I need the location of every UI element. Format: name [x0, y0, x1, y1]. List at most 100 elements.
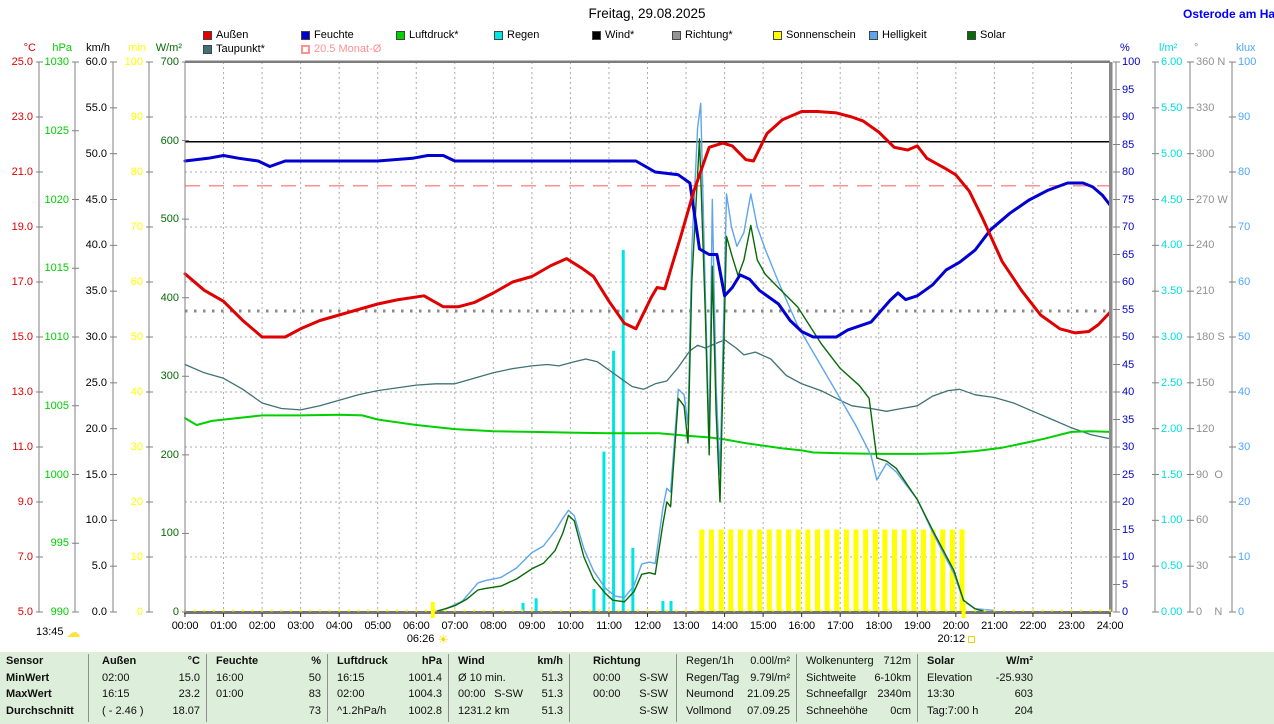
legend-swatch: [203, 30, 212, 40]
legend-item-regen[interactable]: Regen: [494, 29, 539, 41]
axis-tick-label: 20: [1238, 496, 1251, 508]
axis-tick-label: 55: [1122, 303, 1135, 316]
sunshine-zero-dot: [1041, 609, 1044, 612]
x-axis-label: 01:00: [210, 620, 237, 632]
axis-tick-label: 20: [130, 496, 143, 508]
sunshine-bar: [805, 529, 811, 612]
sunshine-zero-dot: [993, 609, 996, 612]
axis-tick-label: 100: [1238, 56, 1257, 68]
sunshine-zero-dot: [588, 609, 591, 612]
axis-tick-label: 6.00: [1161, 56, 1183, 68]
table-cell: Ø 10 min.: [458, 672, 506, 684]
legend-item-sonnenschein[interactable]: Sonnenschein: [773, 29, 856, 41]
sunshine-zero-dot: [858, 609, 861, 612]
sunshine-zero-dot: [607, 609, 610, 612]
sunshine-zero-dot: [309, 609, 312, 612]
series-solar: [432, 138, 988, 613]
sunshine-zero-dot: [887, 609, 890, 612]
report-time: 13:45 ☁: [36, 625, 81, 639]
plot-border-top: [185, 60, 1110, 63]
axis-tick-label: 60: [130, 276, 143, 288]
axis-tick-label: 10: [1238, 551, 1251, 563]
table-column-separator: [88, 654, 89, 722]
legend-label: Wind*: [605, 29, 635, 41]
sunshine-zero-dot: [1099, 609, 1102, 612]
sunshine-zero-dot: [1060, 609, 1063, 612]
axis-tick-label: 30: [1238, 441, 1251, 453]
sunshine-zero-dot: [791, 609, 794, 612]
axis-tick-label: 60: [1122, 276, 1135, 288]
legend-swatch: [301, 30, 310, 40]
sunrise-time: 06:26: [406, 633, 435, 645]
sunshine-zero-dot: [530, 609, 533, 612]
legend-swatch: [203, 44, 212, 54]
sunshine-zero-dot: [473, 609, 476, 612]
sunshine-zero-dot: [289, 609, 292, 612]
table-cell: Schneehöhe: [806, 705, 868, 717]
rain-bar: [612, 350, 616, 612]
legend-item-richtung-[interactable]: Richtung*: [672, 29, 733, 41]
axis-tick-label: 5.00: [1161, 147, 1183, 160]
axis-tick-label: 40.0: [85, 239, 107, 252]
axis-tick-label: 60: [1196, 514, 1209, 527]
sunshine-zero-dot: [848, 609, 851, 612]
series-taupunkt: [184, 339, 1111, 440]
sunshine-bar: [940, 529, 946, 612]
sunshine-zero-dot: [762, 609, 765, 612]
sunshine-zero-dot: [877, 609, 880, 612]
legend-item-au-en[interactable]: Außen: [203, 29, 248, 41]
legend-item-feuchte[interactable]: Feuchte: [301, 29, 354, 41]
table-cell: ^1.2hPa/h: [337, 705, 387, 717]
report-time-value: 13:45: [36, 626, 64, 638]
sunshine-zero-dot: [280, 609, 283, 612]
x-axis-label: 12:00: [634, 620, 661, 632]
legend-item-20-5-monat-[interactable]: 20.5 Monat-Ø: [301, 43, 381, 55]
table-cell: 02:00: [102, 672, 130, 684]
axis-tick-label: 300: [160, 370, 179, 383]
axis-tick-label: 9.0: [17, 496, 33, 508]
sunshine-bar: [795, 529, 801, 612]
sunshine-bar: [766, 529, 772, 612]
sunshine-zero-dot: [1089, 609, 1092, 612]
legend-item-wind-[interactable]: Wind*: [592, 29, 634, 41]
axis-unit-label: l/m²: [1159, 42, 1178, 54]
table-column-separator: [327, 654, 328, 722]
axis-tick-label: 55.0: [85, 101, 107, 114]
sunshine-zero-dot: [357, 609, 360, 612]
axis-tick-label: 50: [130, 331, 143, 343]
legend-item-solar[interactable]: Solar: [967, 29, 1006, 41]
sunshine-zero-dot: [405, 609, 408, 612]
table-cell: 712m: [883, 655, 911, 667]
axis-tick-label: 360 N: [1196, 56, 1226, 68]
sunshine-zero-dot: [810, 609, 813, 612]
axis-tick-label: 1.00: [1161, 514, 1183, 527]
table-cell: 0.00l/m²: [750, 655, 790, 667]
axis-tick-label: 5.50: [1161, 101, 1183, 114]
sunshine-zero-dot: [829, 609, 832, 612]
legend-item-taupunkt-[interactable]: Taupunkt*: [203, 43, 265, 55]
rain-bar: [534, 598, 538, 612]
legend-item-luftdruck-[interactable]: Luftdruck*: [396, 29, 459, 41]
axis-unit-label: klux: [1236, 42, 1256, 54]
x-axis-label: 15:00: [749, 620, 777, 632]
sunshine-zero-dot: [839, 609, 842, 612]
sunshine-bar: [863, 529, 869, 612]
sunshine-zero-dot: [733, 609, 736, 612]
plot-border-right: [1109, 62, 1113, 612]
axis-tick-label: 15.0: [11, 331, 33, 343]
sunshine-zero-dot: [511, 609, 514, 612]
table-cell: Vollmond: [686, 705, 732, 717]
sunshine-bar: [920, 529, 926, 612]
x-axis-label: 05:00: [364, 620, 391, 632]
table-cell: 83: [308, 688, 321, 700]
station-name: Osterode am Ha: [1183, 7, 1274, 21]
axis-tick-label: 240: [1196, 239, 1215, 252]
axis-tick-label: 0 N: [1196, 606, 1223, 618]
axis-tick-label: 80: [1122, 166, 1135, 178]
series-feuchte: [183, 154, 1112, 339]
table-cell: Wolkenunterg: [806, 655, 874, 667]
legend-item-helligkeit[interactable]: Helligkeit: [869, 29, 927, 41]
table-cell: 00:00: [458, 688, 486, 700]
table-cell: W/m²: [1006, 655, 1033, 667]
